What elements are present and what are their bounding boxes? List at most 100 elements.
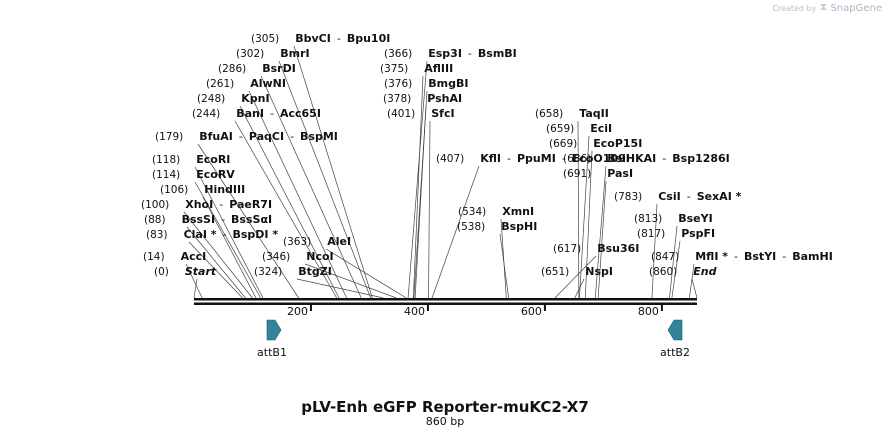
enzyme-name: XmnI: [502, 205, 534, 218]
site-leader: [554, 255, 597, 299]
site-label: (118) EcoRI: [152, 153, 230, 166]
site-position: (651): [541, 266, 569, 278]
site-position: (324): [254, 266, 282, 278]
enzyme-name: PspFI: [681, 227, 715, 240]
enzyme-separator: -: [562, 152, 566, 165]
site-position: (179): [155, 131, 183, 143]
enzyme-name: BtgZI: [298, 265, 332, 278]
site-leader-lines: [183, 45, 698, 299]
enzyme-name: Start: [185, 265, 217, 278]
feature-attb2[interactable]: attB2: [660, 319, 690, 359]
site-label: (401) SfcI: [387, 107, 455, 120]
site-leader: [689, 263, 695, 299]
enzyme-name: EcoP15I: [593, 137, 642, 150]
site-leader: [428, 120, 431, 299]
enzyme-separator: -: [734, 250, 738, 263]
site-leader: [202, 196, 257, 299]
feature-attb1[interactable]: attB1: [257, 319, 287, 359]
enzyme-name: AlwNI: [250, 77, 286, 90]
enzyme-name: EcoRI: [196, 153, 230, 166]
enzyme-name: BspMI: [300, 130, 338, 143]
site-leader: [304, 263, 397, 299]
site-label: (346) NcoI: [262, 250, 334, 263]
feature-arrow[interactable]: [266, 319, 282, 341]
site-label: (248) KpnI: [197, 92, 270, 105]
enzyme-name: EcoO109I: [572, 152, 630, 165]
site-position: (617): [553, 243, 581, 255]
site-label: (651) NspI: [541, 265, 613, 278]
enzyme-name: NspI: [585, 265, 613, 278]
site-labels: (0) Start(14) AccI(83) ClaI * - BspDI *(88) Bs…: [141, 32, 833, 278]
enzyme-name: BspDI *: [233, 228, 279, 241]
enzyme-name: BmgBI: [428, 77, 468, 90]
credit: Created by SnapGene: [772, 2, 882, 14]
site-leader: [183, 211, 253, 299]
site-label: (817) PspFI: [637, 227, 715, 240]
enzyme-name: PaeR7I: [229, 198, 272, 211]
site-label: (0) Start: [154, 265, 217, 278]
site-label: (847) MflI * - BstYI - BamHI: [651, 250, 833, 263]
enzyme-name: AleI: [327, 235, 351, 248]
site-label: (302) BmrI: [236, 47, 310, 60]
enzyme-name: BssSαI: [231, 213, 272, 226]
site-label: (534) XmnI: [458, 205, 534, 218]
site-label: (658) TaqII: [535, 107, 609, 120]
site-leader: [234, 120, 338, 299]
enzyme-name: BmrI: [280, 47, 309, 60]
enzyme-name: Bsu36I: [597, 242, 639, 255]
enzyme-name: TaqII: [579, 107, 609, 120]
site-label: (659) EciI: [546, 122, 612, 135]
axis-tick-label: 800: [638, 305, 659, 318]
site-leader: [185, 263, 203, 299]
site-label: (617) Bsu36I: [553, 242, 639, 255]
site-label: (14) AccI: [143, 250, 206, 263]
enzyme-name: BanI: [236, 107, 264, 120]
site-position: (813): [634, 213, 662, 225]
site-leader: [260, 75, 362, 299]
enzyme-name: BsmBI: [478, 47, 517, 60]
site-position: (83): [146, 229, 168, 241]
feature-label: attB2: [660, 346, 690, 359]
enzyme-separator: -: [337, 32, 341, 45]
site-position: (286): [218, 63, 246, 75]
enzyme-separator: -: [290, 130, 294, 143]
site-label: (407) KflI - PpuMI - EcoO109I: [436, 152, 630, 165]
enzyme-name: BsrDI: [262, 62, 296, 75]
site-position: (534): [458, 206, 486, 218]
enzyme-name: KpnI: [241, 92, 269, 105]
enzyme-name: Bpu10I: [347, 32, 391, 45]
feature-arrow[interactable]: [667, 319, 683, 341]
site-label: (860) End: [649, 265, 717, 278]
enzyme-name: PpuMI: [517, 152, 556, 165]
site-leader: [577, 120, 580, 299]
enzyme-separator: -: [239, 130, 243, 143]
site-label: (813) BseYI: [634, 212, 713, 225]
site-label: (366) Esp3I - BsmBI: [384, 47, 517, 60]
site-position: (659): [546, 123, 574, 135]
site-position: (363): [283, 236, 311, 248]
site-leader: [414, 105, 427, 299]
site-leader: [186, 226, 246, 299]
enzyme-separator: -: [782, 250, 786, 263]
enzyme-name: CsiI: [658, 190, 680, 203]
credit-prefix: Created by: [772, 4, 817, 13]
site-label: (669) EcoP15I: [549, 137, 642, 150]
site-position: (88): [144, 214, 166, 226]
site-label: (261) AlwNI: [206, 77, 286, 90]
enzyme-separator: -: [662, 152, 666, 165]
site-position: (401): [387, 108, 415, 120]
site-position: (114): [152, 169, 180, 181]
site-label: (100) XhoI - PaeR7I: [141, 198, 272, 211]
site-label: (88) BssSI - BssSαI: [144, 213, 272, 226]
site-position: (847): [651, 251, 679, 263]
enzyme-name: BstYI: [744, 250, 776, 263]
enzyme-name: AflIII: [424, 62, 453, 75]
enzyme-name: Esp3I: [428, 47, 462, 60]
enzyme-name: BspHI: [501, 220, 537, 233]
site-leader: [197, 143, 299, 299]
site-leader: [194, 166, 264, 299]
site-position: (106): [160, 184, 188, 196]
site-position: (658): [535, 108, 563, 120]
site-label: (179) BfuAI - PaqCI - BspMI: [155, 130, 338, 143]
